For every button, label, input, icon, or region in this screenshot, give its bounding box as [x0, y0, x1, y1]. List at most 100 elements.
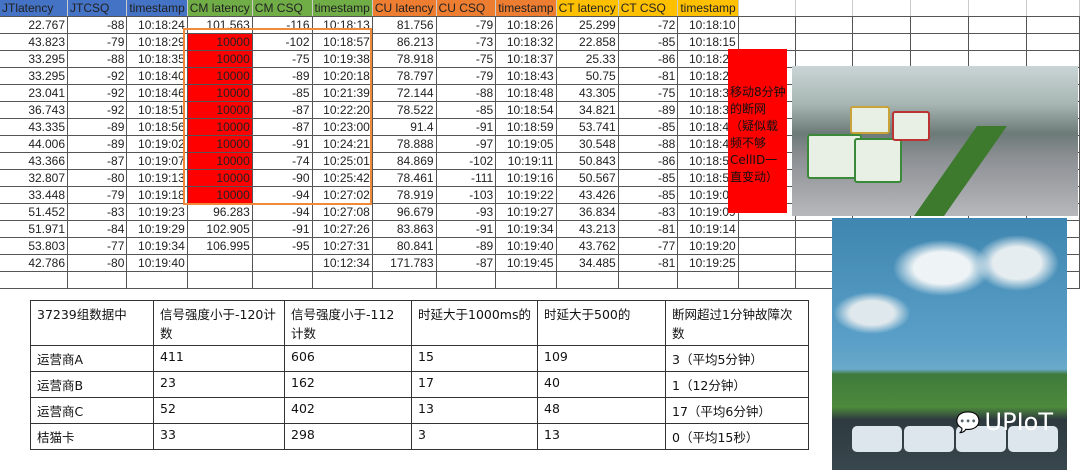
cell[interactable]: 23.041	[0, 84, 69, 102]
cell[interactable]: 10:19:13	[126, 169, 188, 187]
cell[interactable]: 10:18:59	[495, 118, 557, 136]
cell[interactable]: -88	[436, 84, 497, 102]
cell[interactable]: 10:18:20	[677, 50, 739, 68]
cell[interactable]: -72	[618, 16, 679, 34]
cell[interactable]: 10000	[187, 186, 253, 204]
cell[interactable]: -87	[252, 118, 313, 136]
cell[interactable]: 10:18:43	[495, 67, 557, 85]
empty-cell[interactable]	[968, 33, 1027, 51]
cell[interactable]: -89	[436, 237, 497, 255]
cell[interactable]: 78.461	[372, 169, 437, 187]
cell[interactable]: 30.548	[556, 135, 619, 153]
cell[interactable]: 10:19:27	[495, 203, 557, 221]
empty-cell[interactable]	[0, 271, 69, 289]
cell[interactable]: 10:19:40	[126, 254, 188, 272]
empty-cell[interactable]	[738, 0, 796, 17]
cell[interactable]: 43.823	[0, 33, 69, 51]
cell[interactable]: -89	[252, 67, 313, 85]
cell[interactable]: 10:19:29	[126, 220, 188, 238]
column-header[interactable]: CM latency	[187, 0, 253, 17]
cell[interactable]: 10000	[187, 33, 253, 51]
cell[interactable]: 10:25:01	[312, 152, 373, 170]
empty-cell[interactable]	[968, 0, 1027, 17]
empty-cell[interactable]	[67, 271, 128, 289]
empty-cell[interactable]	[852, 50, 912, 68]
cell[interactable]: 42.786	[0, 254, 69, 272]
cell[interactable]: 10:18:48	[495, 84, 557, 102]
cell[interactable]: 10:18:46	[126, 84, 188, 102]
cell[interactable]: 83.863	[372, 220, 437, 238]
empty-cell[interactable]	[1026, 0, 1080, 17]
cell[interactable]: -94	[252, 186, 313, 204]
cell[interactable]: -85	[618, 169, 679, 187]
cell[interactable]: 32.807	[0, 169, 69, 187]
cell[interactable]: -87	[67, 152, 128, 170]
cell[interactable]: -85	[618, 186, 679, 204]
cell[interactable]: 10:18:57	[312, 33, 373, 51]
cell[interactable]: -91	[252, 135, 313, 153]
empty-cell[interactable]	[312, 271, 373, 289]
cell[interactable]: 10000	[187, 84, 253, 102]
column-header[interactable]: JTCSQ	[67, 0, 128, 17]
cell[interactable]: 10:19:38	[312, 50, 373, 68]
cell[interactable]: 101.563	[187, 16, 253, 34]
cell[interactable]: -86	[618, 152, 679, 170]
cell[interactable]: -92	[67, 84, 128, 102]
column-header[interactable]: timestamp	[126, 0, 188, 17]
cell[interactable]: 10:19:25	[677, 254, 739, 272]
cell[interactable]: -91	[252, 220, 313, 238]
cell[interactable]: -91	[436, 220, 497, 238]
cell[interactable]: -85	[618, 33, 679, 51]
cell[interactable]: 10:18:32	[495, 33, 557, 51]
cell[interactable]: -90	[252, 169, 313, 187]
cell[interactable]: -87	[252, 101, 313, 119]
cell[interactable]: -94	[252, 203, 313, 221]
cell[interactable]: -84	[67, 220, 128, 238]
cell[interactable]: 44.006	[0, 135, 69, 153]
cell[interactable]: 96.679	[372, 203, 437, 221]
empty-cell[interactable]	[738, 33, 796, 51]
empty-cell[interactable]	[1026, 50, 1080, 68]
empty-cell[interactable]	[910, 50, 970, 68]
empty-cell[interactable]	[618, 271, 679, 289]
empty-cell[interactable]	[852, 33, 912, 51]
cell[interactable]: 10:18:15	[677, 33, 739, 51]
cell[interactable]: 10:18:37	[495, 50, 557, 68]
cell[interactable]: 33.295	[0, 50, 69, 68]
cell[interactable]	[187, 254, 253, 272]
cell[interactable]: 43.762	[556, 237, 619, 255]
cell[interactable]: 10:20:18	[312, 67, 373, 85]
cell[interactable]: 22.767	[0, 16, 69, 34]
cell[interactable]: 10:18:10	[677, 16, 739, 34]
cell[interactable]: -79	[67, 186, 128, 204]
cell[interactable]: -75	[252, 50, 313, 68]
cell[interactable]: -116	[252, 16, 313, 34]
cell[interactable]: -77	[618, 237, 679, 255]
cell[interactable]: 10:19:02	[126, 135, 188, 153]
cell[interactable]: -97	[436, 135, 497, 153]
cell[interactable]: 34.485	[556, 254, 619, 272]
column-header[interactable]: CU CSQ	[436, 0, 497, 17]
cell[interactable]: -89	[618, 101, 679, 119]
cell[interactable]: 10:18:58	[677, 169, 739, 187]
cell[interactable]: -83	[67, 203, 128, 221]
column-header[interactable]: timestamp	[677, 0, 739, 17]
cell[interactable]: 33.295	[0, 67, 69, 85]
cell[interactable]: -89	[67, 135, 128, 153]
cell[interactable]: 10:12:34	[312, 254, 373, 272]
cell[interactable]: 91.4	[372, 118, 437, 136]
cell[interactable]: -75	[436, 50, 497, 68]
cell[interactable]: -88	[67, 16, 128, 34]
empty-cell[interactable]	[556, 271, 619, 289]
cell[interactable]: 10000	[187, 50, 253, 68]
cell[interactable]: 10:27:31	[312, 237, 373, 255]
cell[interactable]: 72.144	[372, 84, 437, 102]
cell[interactable]: 84.869	[372, 152, 437, 170]
empty-cell[interactable]	[187, 271, 253, 289]
cell[interactable]: 10:27:02	[312, 186, 373, 204]
cell[interactable]: -74	[252, 152, 313, 170]
empty-cell[interactable]	[372, 271, 437, 289]
cell[interactable]: 86.213	[372, 33, 437, 51]
cell[interactable]: 50.75	[556, 67, 619, 85]
cell[interactable]: 10:18:37	[677, 101, 739, 119]
